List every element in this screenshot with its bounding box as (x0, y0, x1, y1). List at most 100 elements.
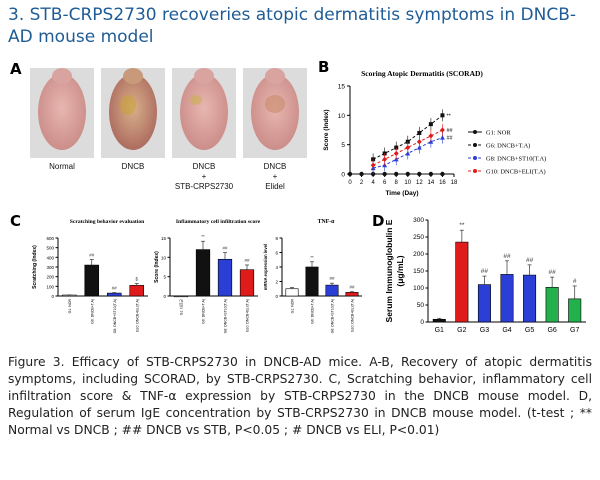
bar (173, 295, 189, 298)
significance-label: # (573, 278, 577, 285)
legend-label: G1: NOR (486, 129, 511, 136)
significance-label: ## (349, 285, 355, 290)
y-axis-label: Scratching (Index) (32, 245, 38, 289)
chart-title: TNF-α (318, 219, 336, 225)
y-tick-label: 10 (338, 113, 346, 120)
y-tick-label: 0 (163, 294, 166, 299)
significance-label: ## (112, 286, 118, 291)
panel-label-d: D (372, 212, 385, 230)
category-label: G8: DNCB+ST10(T.A) (331, 299, 335, 333)
significance-label: ## (329, 276, 335, 281)
infiltration-chart: Inflammatory cell infiltration score 0 5 10… (154, 219, 261, 333)
y-tick-label: 100 (413, 285, 424, 292)
significance-label: ## (446, 136, 453, 142)
data-point (359, 171, 364, 177)
legend-label: G8: DNCB+ST10(T.A) (486, 155, 546, 162)
photo-label-normal: Normal (49, 162, 75, 171)
y-tick-label: 250 (413, 234, 424, 241)
bar (84, 264, 100, 297)
chart-title: Scratching behavior evaluation (70, 219, 145, 225)
legend-label: G10: DNCB+ELI(T.A) (486, 168, 546, 175)
data-point (347, 171, 353, 177)
chart-title: Inflammatory cell infiltration score (176, 219, 261, 225)
y-tick-label: 5 (341, 142, 345, 149)
panel-label-b: B (318, 58, 330, 76)
y-tick-label: 6 (275, 251, 278, 256)
x-tick-label: 12 (416, 180, 423, 186)
data-point (394, 171, 399, 177)
significance-label: ## (446, 128, 453, 134)
bar (305, 266, 319, 297)
mouse-photo-elidel (243, 68, 307, 158)
data-point (417, 130, 422, 135)
mouse-photo-normal (30, 68, 94, 158)
y-tick-label: 0 (275, 294, 278, 299)
y-tick-label: 5 (163, 275, 166, 280)
legend-label: G6: DNCB+T.A) (486, 142, 530, 149)
category-label: G6: DNCB+T.A) (311, 299, 315, 324)
x-tick-label: 6 (383, 180, 387, 186)
scratching-chart: Scratching behavior evaluation 0 100 200 300… (32, 219, 148, 333)
y-tick-label: 4 (275, 265, 278, 270)
y-tick-label: 200 (46, 275, 54, 280)
bar (129, 285, 145, 297)
x-tick-label: 4 (371, 180, 375, 186)
bar (432, 318, 446, 323)
significance-label: ** (310, 255, 314, 260)
category-label: G6 (547, 327, 556, 334)
data-point (370, 162, 376, 168)
x-tick-label: 10 (404, 180, 411, 186)
tnfa-chart: TNF-α 0 2 4 6 8 mRNA expression level G1: NOR **… (263, 219, 362, 333)
category-label: G6: DNCB+T.A) (202, 299, 206, 324)
category-label: G1: 대조군 (179, 298, 184, 315)
significance-label: ## (481, 268, 489, 275)
data-point (440, 171, 445, 177)
bar (239, 269, 255, 297)
category-label: G2 (457, 327, 466, 334)
y-tick-label: 400 (46, 255, 54, 260)
bar (345, 292, 359, 297)
y-tick-label: 50 (417, 302, 425, 309)
category-label: G10: DNCB+ELI(T.A) (351, 299, 355, 332)
y-tick-label: 2 (275, 280, 278, 285)
x-tick-label: 16 (439, 180, 446, 186)
significance-label: ## (222, 246, 228, 251)
data-point (440, 127, 445, 133)
y-tick-label: 200 (413, 251, 424, 258)
category-label: G1: NOR (291, 299, 295, 314)
legend-marker (473, 156, 477, 160)
panel-label-c: C (10, 212, 22, 230)
category-label: G7 (570, 327, 579, 334)
figure-caption: Figure 3. Efficacy of STB-CRPS2730 in DN… (8, 355, 592, 437)
data-point (382, 171, 387, 177)
data-point (417, 171, 422, 177)
significance-label: ## (244, 258, 250, 263)
category-label: G1 (435, 327, 444, 334)
page-title: 3. STB-CRPS2730 recoveries atopic dermat… (8, 5, 576, 47)
y-tick-label: 150 (413, 268, 424, 275)
bar (195, 249, 211, 297)
y-tick-label: 100 (46, 284, 54, 289)
category-label: G1: NOR (68, 299, 72, 314)
data-point (428, 133, 434, 139)
significance-label: ** (446, 113, 451, 119)
mouse-photo-stb (172, 68, 236, 158)
y-axis-label: Serum Immunoglobulin E (384, 219, 394, 322)
significance-label: ## (503, 253, 511, 260)
category-label: G10: DNCB+ELI(T.A) (135, 299, 139, 332)
data-point (405, 171, 410, 177)
x-tick-label: 0 (348, 180, 352, 186)
x-tick-label: 8 (395, 180, 399, 186)
scorad-chart: Scoring Atopic Dermatitis (SCORAD) 0 5 10 15… (323, 69, 546, 197)
bar (285, 288, 299, 297)
category-label: G6: DNCB+T.A) (90, 299, 94, 324)
data-point (428, 122, 433, 127)
significance-label: ## (526, 257, 534, 264)
data-point (440, 113, 445, 118)
chart-title: Scoring Atopic Dermatitis (SCORAD) (361, 69, 483, 78)
data-point (382, 156, 388, 162)
data-point (428, 171, 434, 177)
y-tick-label: 0 (420, 319, 424, 326)
category-label: G10: DNCB+ELI(T.A) (246, 299, 250, 332)
bar (325, 284, 339, 297)
